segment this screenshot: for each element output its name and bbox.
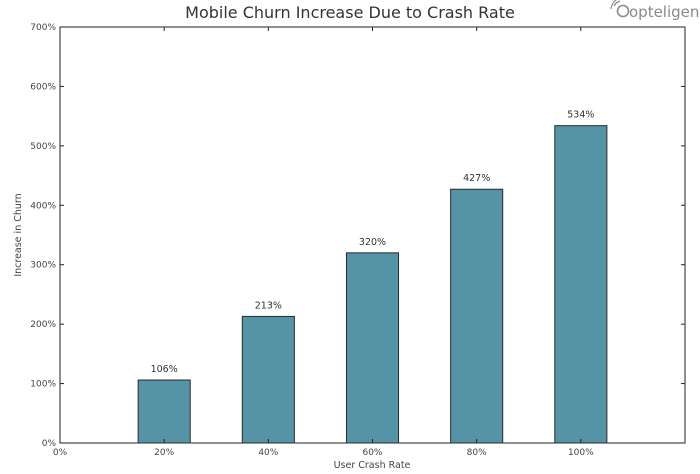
bar-100pct [554, 125, 608, 444]
data-label: 213% [255, 300, 282, 311]
y-axis-ticks: 0% 100% 200% 300% 400% 500% 600% 700% [30, 23, 685, 449]
x-tick-label: 0% [53, 448, 68, 458]
y-tick-label: 200% [30, 320, 56, 330]
bar-60pct [345, 252, 400, 444]
x-axis-label: User Crash Rate [334, 460, 411, 471]
x-tick-label: 20% [154, 448, 174, 458]
y-tick-label: 600% [30, 82, 56, 92]
logo-signal-icon [610, 0, 630, 18]
y-tick-label: 500% [30, 142, 56, 152]
bar-80pct [450, 188, 504, 444]
y-tick-label: 700% [30, 23, 56, 33]
chart-title: Mobile Churn Increase Due to Crash Rate [185, 3, 515, 22]
data-label: 427% [463, 173, 490, 184]
y-tick-label: 400% [30, 201, 56, 211]
y-tick-label: 0% [42, 439, 57, 449]
data-label: 534% [567, 110, 594, 121]
x-tick-label: 100% [568, 448, 594, 458]
x-tick-label: 80% [467, 448, 487, 458]
bars-group [137, 125, 608, 444]
y-axis-label: Increase in Churn [13, 193, 24, 276]
bar-40pct [241, 315, 295, 444]
opteligent-logo: opteligent [610, 0, 700, 21]
y-tick-label: 300% [30, 261, 56, 271]
x-tick-label: 60% [362, 448, 382, 458]
bar-20pct [137, 379, 191, 444]
y-tick-label: 100% [30, 380, 56, 390]
data-label: 320% [359, 237, 386, 248]
data-label: 106% [151, 364, 178, 375]
x-tick-label: 40% [258, 448, 278, 458]
x-axis-ticks: 0% 20% 40% 60% 80% 100% [53, 27, 686, 458]
logo-text: opteligent [629, 3, 700, 21]
data-labels-group: 106% 213% 320% 427% 534% [151, 110, 595, 375]
